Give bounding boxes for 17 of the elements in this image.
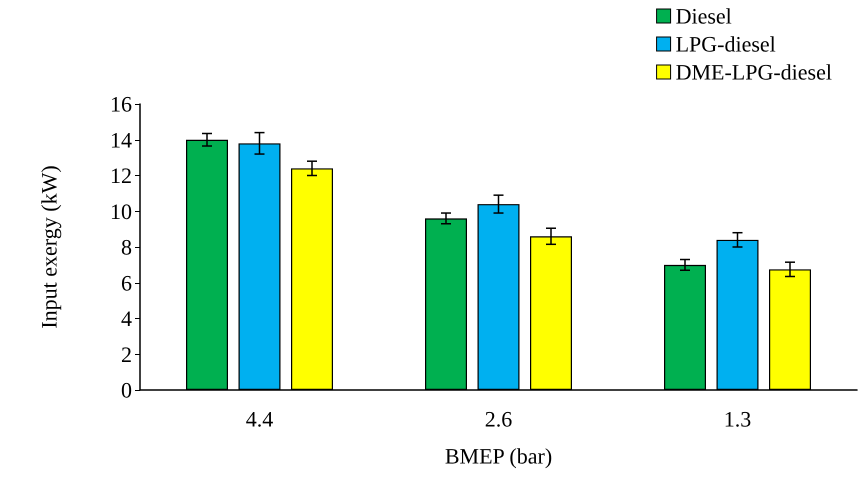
y-tick-label: 16 bbox=[110, 92, 132, 116]
y-axis-title: Input exergy (kW) bbox=[36, 165, 62, 329]
x-tick-label: 2.6 bbox=[484, 406, 512, 432]
y-tick-label: 12 bbox=[110, 163, 132, 188]
x-axis-title: BMEP (bar) bbox=[444, 444, 552, 468]
y-tick-label: 10 bbox=[110, 198, 132, 224]
legend-label: Diesel bbox=[676, 4, 732, 28]
y-tick-label: 2 bbox=[121, 342, 132, 367]
y-tick-label: 6 bbox=[121, 270, 132, 296]
x-tick-label: 1.3 bbox=[724, 406, 752, 432]
legend-label: LPG-diesel bbox=[676, 32, 776, 56]
x-tick-label: 4.4 bbox=[246, 406, 274, 432]
y-tick-label: 14 bbox=[110, 127, 132, 152]
y-tick-label: 4 bbox=[121, 306, 132, 331]
y-tick-label: 8 bbox=[121, 234, 132, 260]
y-tick-label: 0 bbox=[121, 378, 132, 402]
legend-label: DME-LPG-diesel bbox=[676, 60, 832, 84]
